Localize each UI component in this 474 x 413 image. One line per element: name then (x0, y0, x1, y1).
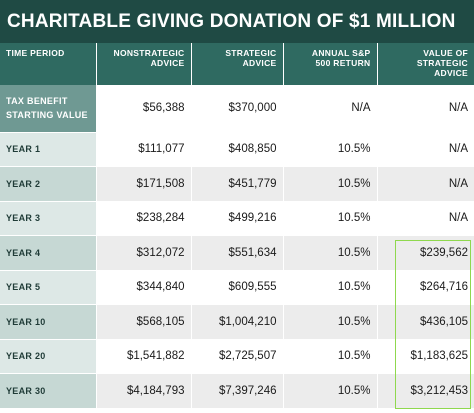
header-value-of-strategic-advice: VALUE OF STRATEGIC ADVICE (377, 43, 474, 85)
header-nonstrategic-advice: NONSTRATEGIC ADVICE (96, 43, 192, 85)
header-annual-return: ANNUAL S&P 500 RETURN (283, 43, 378, 85)
nonstrategic-advice-cell: $1,541,882 (96, 339, 192, 374)
value-of-strategic-advice-cell: N/A (377, 132, 474, 167)
table-row: YEAR 20 $1,541,882 $2,725,507 10.5% $1,183,6… (0, 339, 474, 374)
time-period-cell: YEAR 4 (0, 235, 97, 271)
time-period-cell: YEAR 1 (0, 132, 97, 167)
annual-return-cell: 10.5% (283, 166, 378, 202)
time-period-cell: TAX BENEFIT STARTING VALUE (0, 85, 97, 133)
table-row: YEAR 5 $344,840 $609,555 10.5% $264,716 (0, 270, 474, 305)
strategic-advice-cell: $408,850 (191, 132, 284, 167)
header-time-period: TIME PERIOD (0, 43, 97, 85)
table-row: YEAR 1 $111,077 $408,850 10.5% N/A (0, 132, 474, 167)
value-of-strategic-advice-cell: N/A (377, 201, 474, 236)
strategic-advice-cell: $2,725,507 (191, 339, 284, 374)
value-of-strategic-advice-cell: $436,105 (377, 304, 474, 340)
value-of-strategic-advice-cell: $239,562 (377, 235, 474, 271)
annual-return-cell: 10.5% (283, 339, 378, 374)
nonstrategic-advice-cell: $238,284 (96, 201, 192, 236)
donation-table: TIME PERIOD NONSTRATEGIC ADVICE STRATEGIC… (0, 43, 474, 409)
table-row: YEAR 30 $4,184,793 $7,397,246 10.5% $3,212,4… (0, 373, 474, 409)
nonstrategic-advice-cell: $568,105 (96, 304, 192, 340)
table-row: YEAR 2 $171,508 $451,779 10.5% N/A (0, 166, 474, 202)
annual-return-cell: 10.5% (283, 201, 378, 236)
annual-return-cell: 10.5% (283, 373, 378, 409)
nonstrategic-advice-cell: $312,072 (96, 235, 192, 271)
value-of-strategic-advice-cell: $1,183,625 (377, 339, 474, 374)
nonstrategic-advice-cell: $56,388 (96, 85, 192, 133)
strategic-advice-cell: $551,634 (191, 235, 284, 271)
strategic-advice-cell: $370,000 (191, 85, 284, 133)
annual-return-cell: 10.5% (283, 270, 378, 305)
strategic-advice-cell: $499,216 (191, 201, 284, 236)
time-period-cell: YEAR 10 (0, 304, 97, 340)
value-of-strategic-advice-cell: $3,212,453 (377, 373, 474, 409)
nonstrategic-advice-cell: $4,184,793 (96, 373, 192, 409)
value-of-strategic-advice-cell: N/A (377, 166, 474, 202)
annual-return-cell: 10.5% (283, 132, 378, 167)
strategic-advice-cell: $7,397,246 (191, 373, 284, 409)
annual-return-cell: 10.5% (283, 235, 378, 271)
value-of-strategic-advice-cell: N/A (377, 85, 474, 133)
header-row: TIME PERIOD NONSTRATEGIC ADVICE STRATEGIC… (0, 43, 474, 85)
header-strategic-advice: STRATEGIC ADVICE (191, 43, 284, 85)
annual-return-cell: 10.5% (283, 304, 378, 340)
nonstrategic-advice-cell: $111,077 (96, 132, 192, 167)
strategic-advice-cell: $609,555 (191, 270, 284, 305)
table-row: YEAR 4 $312,072 $551,634 10.5% $239,562 (0, 235, 474, 271)
value-of-strategic-advice-cell: $264,716 (377, 270, 474, 305)
annual-return-cell: N/A (283, 85, 378, 133)
table-row: TAX BENEFIT STARTING VALUE $56,388 $370,000… (0, 85, 474, 133)
strategic-advice-cell: $451,779 (191, 166, 284, 202)
table-row: YEAR 10 $568,105 $1,004,210 10.5% $436,105 (0, 304, 474, 340)
time-period-cell: YEAR 2 (0, 166, 97, 202)
nonstrategic-advice-cell: $344,840 (96, 270, 192, 305)
strategic-advice-cell: $1,004,210 (191, 304, 284, 340)
time-period-cell: YEAR 3 (0, 201, 97, 236)
table-title: CHARITABLE GIVING DONATION OF $1 MILLION (0, 0, 474, 43)
time-period-cell: YEAR 30 (0, 373, 97, 409)
nonstrategic-advice-cell: $171,508 (96, 166, 192, 202)
time-period-cell: YEAR 20 (0, 339, 97, 374)
table-row: YEAR 3 $238,284 $499,216 10.5% N/A (0, 201, 474, 236)
time-period-cell: YEAR 5 (0, 270, 97, 305)
